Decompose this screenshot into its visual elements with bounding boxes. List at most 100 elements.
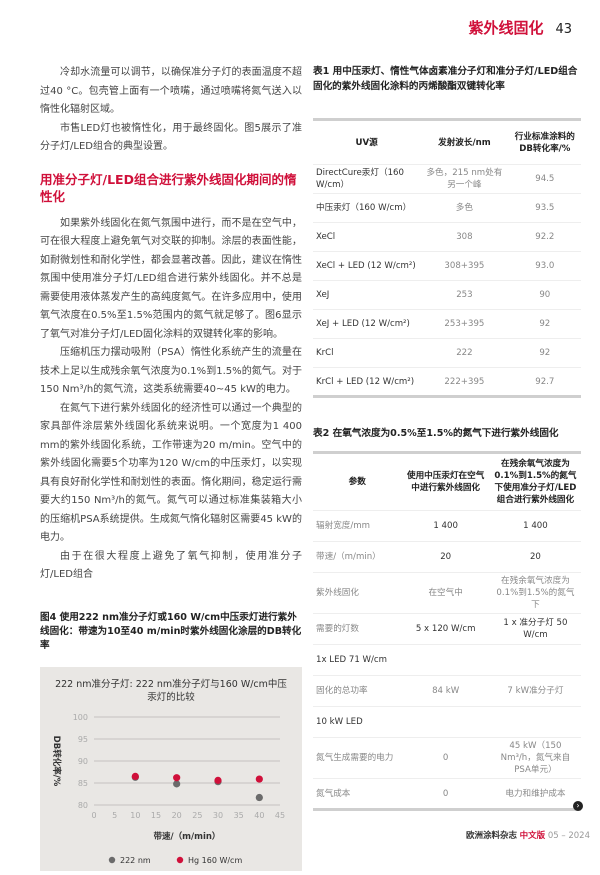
table-cell: 带速/（m/min） [313,541,402,573]
table-row: XeJ + LED (12 W/cm²) 253+395 92 [313,309,581,339]
paragraph: 压缩机压力摆动吸附（PSA）惰性化系统产生的流量在技术上足以生成残余氧气浓度为0… [40,347,302,395]
table-row: 氮气成本 0 电力和维护成本 [313,778,581,810]
table-cell: 45 kW（150 Nm³/h，氮气来自PSA单元） [489,737,581,779]
section-heading: 用准分子灯/LED组合进行紫外线固化期间的惰性化 [40,171,297,204]
footer: 欧洲涂料杂志 中文版 05 – 2024 [313,829,590,841]
table-row: 1x LED 71 W/cm [313,644,581,676]
x-tick-label: 35 [234,811,244,820]
table-row: 固化的总功率 84 kW 7 kW准分子灯 [313,675,581,707]
column-header: UV源 [313,119,421,165]
table-header-row: UV源 发射波长/nm 行业标准涂料的DB转化率/% [313,119,581,165]
table-cell: DirectCure汞灯（160 W/cm） [313,164,421,194]
table-cell: 5 x 120 W/cm [401,613,490,645]
table-cell [401,706,490,738]
y-tick-label: 95 [78,735,88,744]
table-cell: 92.7 [508,367,581,397]
table-cell: 1x LED 71 W/cm [313,644,402,676]
table-cell: 氮气生成需要的电力 [313,737,402,779]
table-cell: 308 [420,222,509,252]
table-cell: 222+395 [420,367,509,397]
table-cell: 90 [508,280,581,310]
table-cell: 多色 [420,193,509,223]
x-tick-label: 5 [112,811,117,820]
x-axis-label: 带速/（m/min） [154,831,221,842]
table-cell: 222 [420,338,509,368]
table-cell: 1 x 准分子灯 50 W/cm [489,613,581,645]
y-tick-label: 85 [78,779,88,788]
legend-label: 222 nm [120,856,151,865]
column-header: 发射波长/nm [420,119,509,165]
scatter-chart: 222 nm准分子灯: 222 nm准分子灯与160 W/cm中压汞灯的比较 80… [51,678,287,865]
data-point [255,793,263,801]
y-tick-label: 80 [78,801,88,810]
table-cell: 多色，215 nm处有另一个峰 [420,164,509,194]
table1: UV源 发射波长/nm 行业标准涂料的DB转化率/% DirectCure汞灯（160… [313,118,581,398]
table-row: 辐射宽度/mm 1 400 1 400 [313,510,581,542]
column-header: 行业标准涂料的DB转化率/% [508,119,581,165]
table-row: 氮气生成需要的电力 0 45 kW（150 Nm³/h，氮气来自PSA单元） [313,737,581,779]
table-cell: 辐射宽度/mm [313,510,402,542]
table-cell: 84 kW [401,675,490,707]
table-cell: 253 [420,280,509,310]
column-header: 参数 [313,452,402,511]
table-cell: 在空气中 [401,572,490,614]
issue-date: 05 – 2024 [547,831,590,841]
table-header-row: 参数 使用中压汞灯在空气中进行紫外线固化 在残余氧气浓度为0.1%到1.5%的氮气下… [313,452,581,511]
table-cell [489,644,581,676]
x-tick-label: 30 [213,811,223,820]
table-row: KrCl 222 92 [313,338,581,368]
table-cell: KrCl + LED (12 W/cm²) [313,367,421,397]
running-header: 紫外线固化 43 [468,17,572,38]
table-cell: XeJ [313,280,421,310]
y-axis-label: DB转化率/% [51,735,62,786]
table-cell: XeJ + LED (12 W/cm²) [313,309,421,339]
paragraph: 市售LED灯也被惰性化，用于最终固化。图5展示了准分子灯/LED组合的典型设置。 [40,122,302,153]
table-cell: 中压汞灯（160 W/cm） [313,193,421,223]
right-column: 表1 用中压汞灯、惰性气体卤素准分子灯和准分子灯/LED组合固化的紫外线固化涂料… [313,64,590,841]
table-row: 10 kW LED [313,706,581,738]
table-row: KrCl + LED (12 W/cm²) 222+395 92.7 [313,367,581,397]
x-tick-label: 45 [275,811,285,820]
table-cell: 10 kW LED [313,706,402,738]
x-tick-label: 15 [151,811,161,820]
table-cell: 0 [401,737,490,779]
table-cell: 92 [508,338,581,368]
legend-label: Hg 160 W/cm [188,856,242,865]
table-cell: 紫外线固化 [313,572,402,614]
x-tick-label: 10 [130,811,140,820]
table-cell: 94.5 [508,164,581,194]
table-row: XeCl 308 92.2 [313,222,581,252]
left-column: 冷却水流量可以调节，以确保准分子灯的表面温度不超过40 °C。包壳管上面有一个喷… [40,64,302,871]
edition: 中文版 [519,831,546,841]
table-cell: 1 400 [401,510,490,542]
legend-marker [108,856,116,863]
chart-figure: 222 nm准分子灯: 222 nm准分子灯与160 W/cm中压汞灯的比较 80… [40,666,302,871]
data-point [173,773,181,781]
table-row: 需要的灯数 5 x 120 W/cm 1 x 准分子灯 50 W/cm [313,613,581,645]
table-cell: 20 [489,541,581,573]
table-cell: 92 [508,309,581,339]
table-cell: 92.2 [508,222,581,252]
x-tick-label: 25 [192,811,202,820]
table-cell: 电力和维护成本 [489,778,581,810]
table-cell: 氮气成本 [313,778,402,810]
data-point [173,779,181,787]
table-cell: 20 [401,541,490,573]
table-cell [401,644,490,676]
table-cell: 固化的总功率 [313,675,402,707]
table2-caption: 表2 在氧气浓度为0.5%至1.5%的氮气下进行紫外线固化 [313,428,559,439]
column-header: 在残余氧气浓度为0.1%到1.5%的氮气下使用准分子灯/LED组合进行紫外线固化 [489,452,581,511]
table-cell: 93.0 [508,251,581,281]
data-point [131,772,139,780]
table-cell: 在残余氧气浓度为0.1%到1.5%的氮气下 [489,572,581,614]
table-row: 带速/（m/min） 20 20 [313,541,581,573]
paragraph: 在氮气下进行紫外线固化的经济性可以通过一个典型的家具部件涂层紫外线固化系统来说明… [40,402,302,544]
section-title: 紫外线固化 [468,19,544,37]
data-point [255,774,263,783]
y-tick-label: 100 [73,713,88,722]
chart-title: 222 nm准分子灯: 222 nm准分子灯与160 W/cm中压汞灯的比较 [55,678,287,703]
table-cell: 308+395 [420,251,509,281]
intro-paragraphs: 冷却水流量可以调节，以确保准分子灯的表面温度不超过40 °C。包壳管上面有一个喷… [40,64,302,157]
chevron-right-icon[interactable]: › [573,801,583,811]
table1-caption: 表1 用中压汞灯、惰性气体卤素准分子灯和准分子灯/LED组合固化的紫外线固化涂料… [313,66,578,92]
